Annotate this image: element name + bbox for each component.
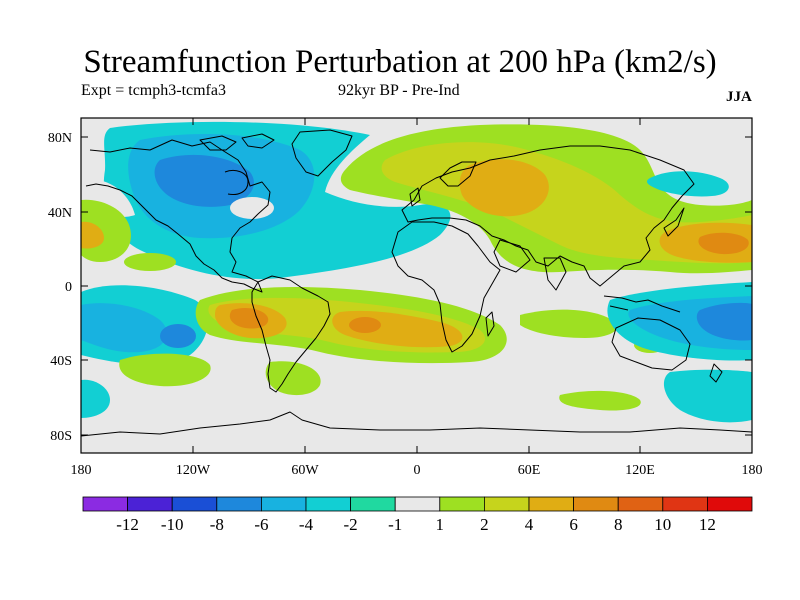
field-pos4-japan	[698, 232, 749, 255]
coast-hudson	[224, 169, 249, 195]
coast-japan	[663, 207, 685, 237]
colorbar-box-6	[350, 496, 396, 512]
field-neg-se	[663, 369, 752, 423]
experiment-label: Expt = tcmph3-tcmfa3	[81, 82, 226, 99]
colorbar-label-0: -12	[116, 515, 139, 534]
colorbar-box-8	[439, 496, 485, 512]
coast-north-america	[85, 139, 271, 293]
coast-europe-asia	[401, 145, 695, 287]
field-pos4-satlantic-e	[349, 317, 381, 333]
coast-greenland	[291, 129, 353, 177]
field-pos1-indian	[520, 309, 617, 338]
lat-tick-0: 0	[65, 280, 72, 295]
colorbar-box-2	[171, 496, 218, 512]
colorbar-label-13: 12	[699, 515, 716, 534]
coast-madagascar	[485, 311, 495, 337]
field-neg-arctic-east	[647, 171, 729, 197]
map-title: Streamfunction Perturbation at 200 hPa (…	[83, 44, 717, 80]
period-label: 92kyr BP - Pre-Ind	[338, 82, 460, 99]
colorbar-box-13	[662, 496, 708, 512]
lon-tick-60w: 60W	[291, 463, 319, 478]
lon-axis: 180 120W 60W 0 60E 120E 180	[71, 463, 763, 478]
lat-axis: 80N 40N 0 40S 80S	[48, 131, 72, 444]
colorbar-box-4	[260, 496, 307, 512]
colorbar-box-7	[394, 496, 441, 512]
field-neg2-tpacific	[81, 303, 168, 353]
colorbar-box-14	[707, 496, 753, 512]
lat-tick-80n: 80N	[48, 131, 72, 146]
colorbar-label-12: 10	[654, 515, 671, 534]
field-pos3-eurasia	[459, 159, 549, 217]
field-pos1-spacific	[119, 353, 211, 387]
field-pos2-npacific-w	[81, 221, 104, 249]
colorbar-box-0	[82, 496, 128, 512]
lat-tick-80s: 80S	[50, 429, 72, 444]
colorbar-label-9: 4	[525, 515, 534, 534]
coast-australia	[611, 317, 691, 371]
coast-india	[543, 257, 567, 291]
lon-tick-180e: 180	[742, 463, 763, 478]
lat-tick-40n: 40N	[48, 206, 72, 221]
colorbar-label-5: -2	[344, 515, 358, 534]
colorbar-box-12	[617, 496, 664, 512]
coastlines	[81, 129, 752, 437]
coast-south-america	[251, 275, 331, 393]
lon-tick-60e: 60E	[518, 463, 541, 478]
coast-arctic-islands	[199, 133, 275, 151]
colorbar-label-6: -1	[388, 515, 402, 534]
coast-africa	[391, 221, 501, 353]
streamfunction-field	[81, 118, 752, 453]
coast-scandinavia	[439, 161, 477, 187]
field-pos1-aus-s	[559, 390, 641, 411]
axis-ticks	[81, 118, 752, 453]
field-pos4-samerica	[229, 307, 269, 329]
lon-tick-0: 0	[414, 463, 421, 478]
colorbar-label-7: 1	[436, 515, 445, 534]
colorbar-label-1: -10	[161, 515, 184, 534]
coast-arabia	[493, 239, 531, 273]
field-neg3-tpacific	[160, 324, 196, 348]
field-neutral-bay	[230, 197, 274, 219]
season-label: JJA	[726, 89, 752, 105]
colorbar-label-3: -6	[254, 515, 268, 534]
coast-indonesia	[603, 295, 681, 313]
colorbar-label-11: 8	[614, 515, 623, 534]
lon-tick-120e: 120E	[625, 463, 655, 478]
lon-tick-180w: 180	[71, 463, 92, 478]
field-neg-sw	[81, 379, 110, 418]
colorbar-box-9	[483, 496, 530, 512]
colorbar-box-1	[127, 496, 173, 512]
colorbar-box-5	[305, 496, 351, 512]
colorbar: -12 -10 -8 -6 -4 -2 -1 1 2 4 6 8 10 12	[82, 496, 753, 534]
field-neg3-wpacific	[696, 302, 752, 341]
colorbar-box-11	[573, 496, 619, 512]
colorbar-label-8: 2	[480, 515, 489, 534]
coast-antarctica	[81, 411, 752, 437]
coast-uk	[409, 187, 421, 207]
colorbar-box-10	[528, 496, 574, 512]
colorbar-label-4: -4	[299, 515, 314, 534]
lat-tick-40s: 40S	[50, 354, 72, 369]
coast-newzealand	[709, 363, 723, 383]
colorbar-box-3	[216, 496, 262, 512]
colorbar-label-2: -8	[210, 515, 224, 534]
field-pos1-npacific-small	[124, 253, 176, 271]
lon-tick-120w: 120W	[176, 463, 211, 478]
colorbar-label-10: 6	[569, 515, 578, 534]
